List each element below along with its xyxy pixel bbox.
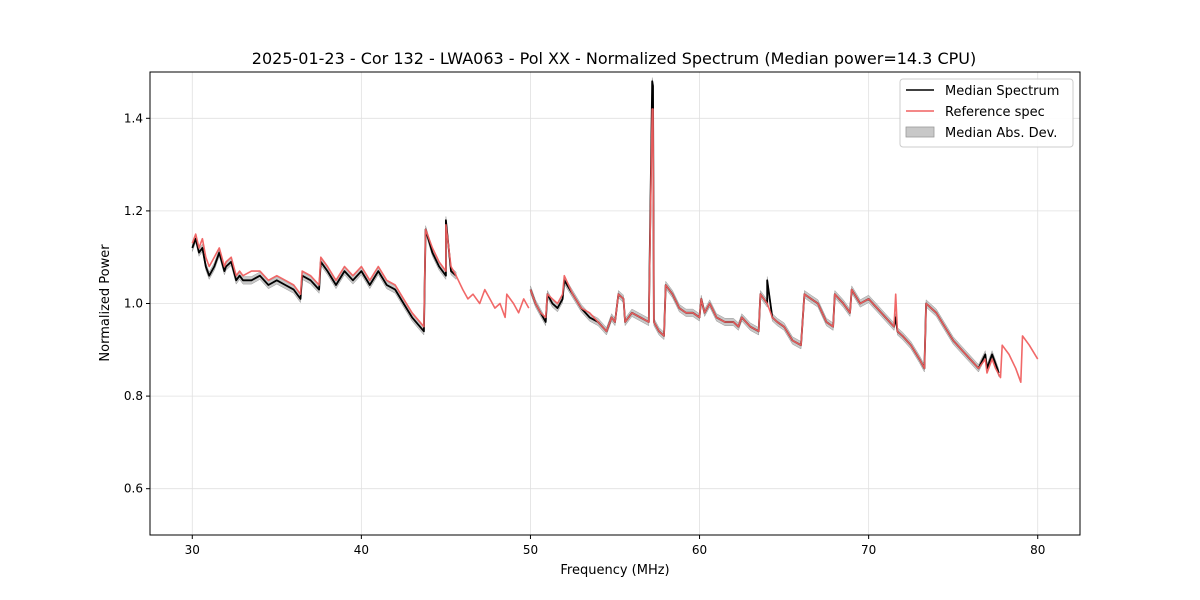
x-axis-ticks: 30 40 50 60 70 80 <box>185 535 1045 557</box>
x-axis-label: Frequency (MHz) <box>560 563 669 578</box>
reference-spec-line <box>529 108 1039 383</box>
x-tick-label: 30 <box>185 543 200 557</box>
x-tick-label: 60 <box>692 543 707 557</box>
mad-band <box>192 216 457 336</box>
reference-spec-line <box>191 224 530 328</box>
y-tick-label: 1.4 <box>124 111 143 125</box>
y-axis-label: Normalized Power <box>98 244 113 362</box>
x-tick-label: 70 <box>861 543 876 557</box>
median-spectrum-line <box>191 219 457 333</box>
reference-spec-layer <box>191 108 1039 383</box>
legend-reference-label: Reference spec <box>945 105 1045 120</box>
y-tick-label: 0.8 <box>124 389 143 403</box>
legend-mad-swatch <box>905 126 935 138</box>
legend: Median Spectrum Reference spec Median Ab… <box>899 78 1074 148</box>
x-tick-label: 40 <box>354 543 369 557</box>
y-axis-ticks: 0.6 0.8 1.0 1.2 1.4 <box>124 111 150 496</box>
x-tick-label: 50 <box>523 543 538 557</box>
legend-median-label: Median Spectrum <box>945 84 1059 99</box>
legend-mad-label: Median Abs. Dev. <box>945 126 1057 141</box>
y-tick-label: 1.2 <box>124 204 143 218</box>
chart-title: 2025-01-23 - Cor 132 - LWA063 - Pol XX -… <box>252 49 976 68</box>
x-tick-label: 80 <box>1030 543 1045 557</box>
y-tick-label: 0.6 <box>124 482 143 496</box>
y-tick-label: 1.0 <box>124 297 143 311</box>
legend-frame <box>899 78 1074 148</box>
